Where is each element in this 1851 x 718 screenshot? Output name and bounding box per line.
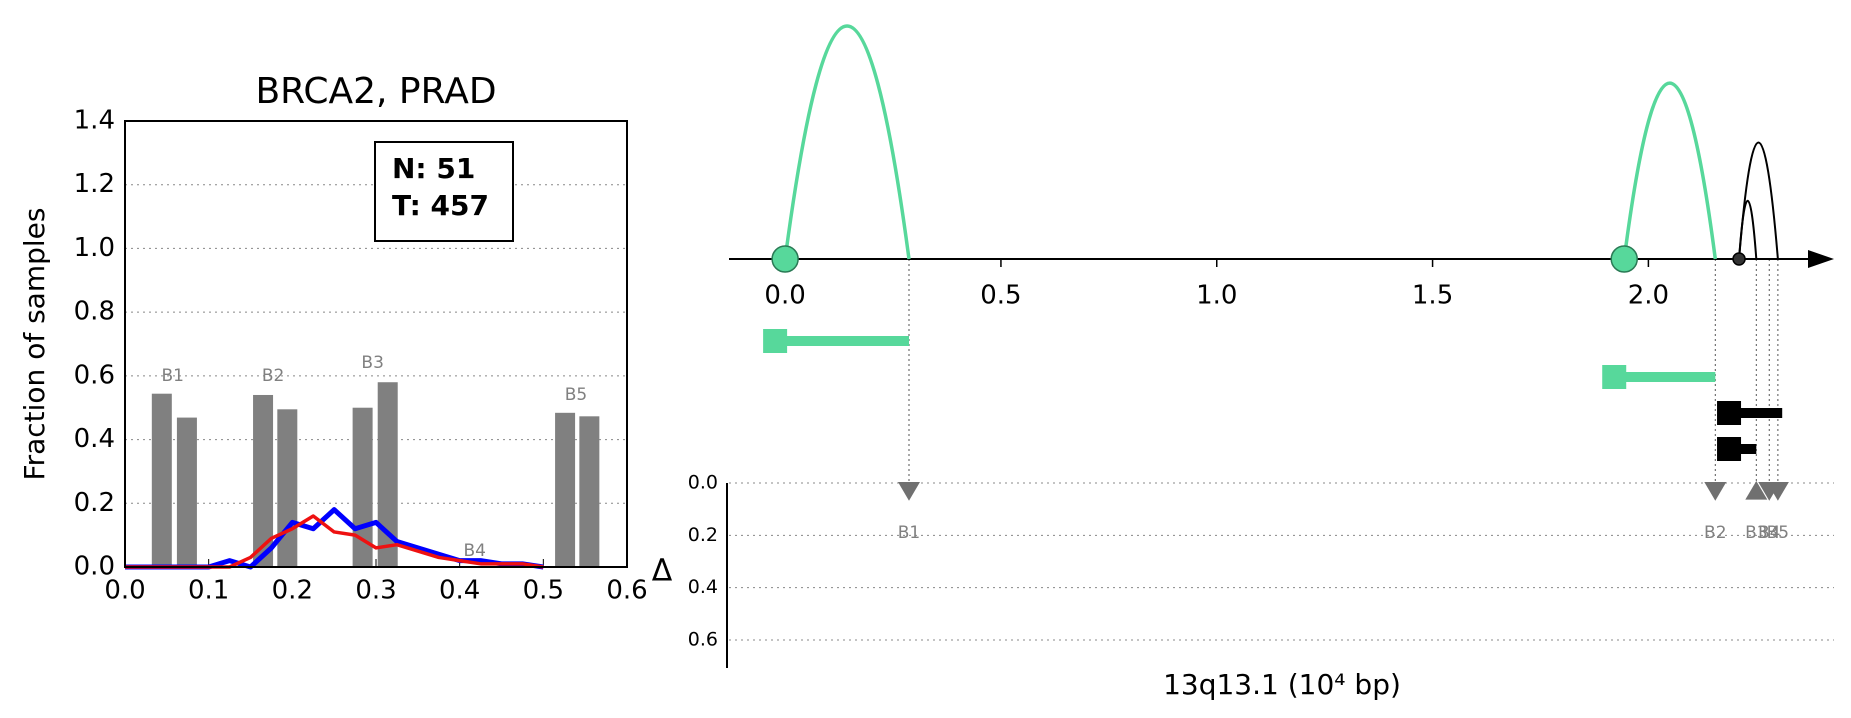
gene-body	[1739, 444, 1757, 454]
x-tick-label: 1.0	[1196, 281, 1237, 311]
x-tick-label: 0.2	[272, 576, 313, 606]
marker-label: B1	[898, 523, 920, 543]
y-tick-label: 0.4	[74, 424, 115, 454]
node	[1610, 245, 1638, 273]
chart-title: BRCA2, PRAD	[255, 71, 496, 112]
x-tick-label: 0.1	[188, 576, 229, 606]
x-tick-label: 0.4	[439, 576, 480, 606]
bar-label: B1	[161, 366, 183, 386]
x-tick-label: 0.0	[764, 281, 805, 311]
marker-triangle	[897, 482, 920, 501]
bar	[377, 382, 398, 567]
x-axis-label: 13q13.1 (10⁴ bp)	[1163, 668, 1401, 701]
bar	[555, 412, 576, 567]
y-tick-label: 0.0	[688, 472, 718, 494]
node	[771, 245, 799, 273]
x-tick-label: 0.3	[355, 576, 396, 606]
x-tick-label: 1.5	[1412, 281, 1453, 311]
arc	[1738, 200, 1758, 260]
bar-label: B2	[262, 366, 284, 386]
y-tick-label: 0.2	[74, 488, 115, 518]
y-tick-label: 1.4	[74, 106, 115, 136]
x-tick-label: 0.5	[523, 576, 564, 606]
gene-start	[1602, 365, 1627, 389]
arc	[783, 24, 911, 260]
y-axis-label: Δ	[652, 554, 673, 589]
arc	[1622, 81, 1718, 260]
gene-start	[1717, 401, 1742, 425]
y-tick-label: 0.8	[74, 297, 115, 327]
x-tick-label: 0.5	[980, 281, 1021, 311]
x-tick-label: 2.0	[1628, 281, 1669, 311]
y-tick-label: 1.2	[74, 169, 115, 199]
marker-triangle	[1766, 482, 1789, 501]
marker-label: B4	[1758, 523, 1780, 543]
annotation-box	[374, 141, 514, 242]
marker-label: B5	[1767, 523, 1789, 543]
gene-start	[763, 329, 788, 353]
x-tick-label: 0.6	[606, 576, 647, 606]
y-tick-label: 0.6	[74, 360, 115, 390]
marker-label: B2	[1704, 523, 1726, 543]
y-tick-label: 0.4	[688, 576, 718, 598]
bar	[151, 393, 172, 567]
gene-body	[1739, 408, 1783, 418]
marker-label: B3	[1745, 523, 1767, 543]
y-tick-label: 0.2	[688, 524, 718, 546]
bar	[253, 394, 274, 567]
gene-body	[785, 336, 909, 346]
plot-frame	[124, 120, 628, 568]
marker-triangle	[1745, 480, 1768, 500]
y-tick-label: 0.0	[74, 552, 115, 582]
bar	[277, 409, 298, 567]
bar-label: B5	[565, 385, 587, 405]
annotation-text: T: 457	[392, 189, 489, 222]
marker-triangle	[1704, 482, 1727, 501]
gene-start	[1717, 437, 1742, 461]
y-tick-label: 1.0	[74, 233, 115, 263]
gene-body	[1624, 372, 1716, 382]
x-tick-label: 0.0	[104, 576, 145, 606]
bar-label: B4	[463, 541, 485, 561]
y-axis-label: Fraction of samples	[18, 208, 51, 481]
node	[1732, 252, 1746, 266]
bar	[176, 417, 197, 567]
bar	[579, 416, 600, 567]
annotation-text: N: 51	[392, 152, 475, 185]
bar-label: B3	[361, 353, 383, 373]
y-tick-label: 0.6	[688, 629, 718, 651]
x-axis-arrow	[1808, 250, 1834, 268]
arc	[1738, 141, 1779, 260]
